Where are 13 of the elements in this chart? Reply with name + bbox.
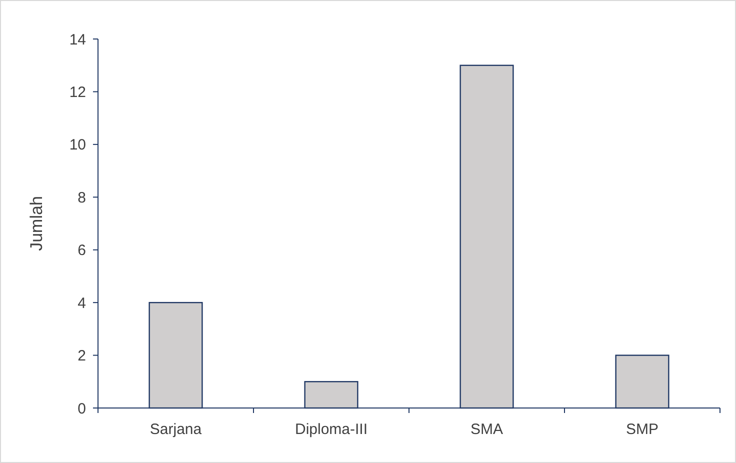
y-tick-label: 12	[69, 84, 86, 101]
y-tick-label: 2	[78, 348, 86, 365]
y-tick-label: 14	[69, 31, 86, 48]
y-tick-label: 6	[78, 242, 86, 260]
x-tick-label: Sarjana	[150, 421, 202, 438]
y-tick-label: 10	[69, 136, 86, 154]
y-tick-label: 0	[78, 400, 86, 418]
y-tick-label: 8	[78, 189, 86, 206]
y-axis-title: Jumlah	[27, 196, 46, 251]
y-tick-label: 4	[78, 294, 86, 312]
x-tick-label: SMP	[626, 421, 659, 438]
x-tick-label: Diploma-III	[294, 421, 368, 438]
x-tick-label: SMA	[470, 421, 504, 438]
